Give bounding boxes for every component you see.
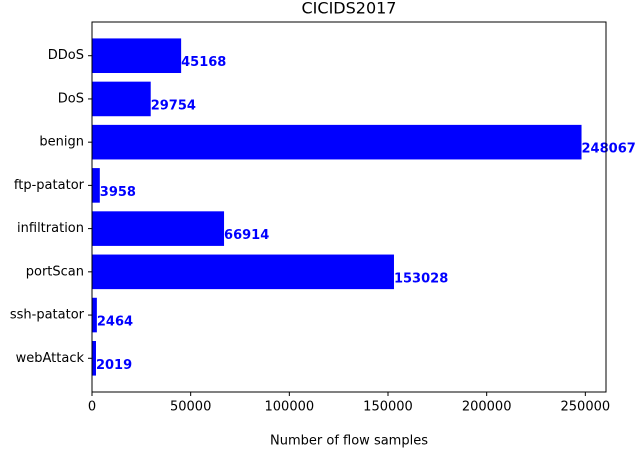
- y-tick-label: webAttack: [16, 351, 85, 366]
- plot-frame: [91, 21, 607, 393]
- bar: [92, 38, 182, 74]
- chart-title: CICIDS2017: [302, 0, 397, 18]
- x-tick-label: 200000: [462, 400, 512, 415]
- y-tick-label: benign: [39, 135, 84, 150]
- bar: [92, 81, 151, 117]
- x-tick-label: 150000: [363, 400, 413, 415]
- x-tick-label: 250000: [561, 400, 611, 415]
- bar: [92, 297, 97, 333]
- value-label: 66914: [224, 228, 269, 243]
- value-label: 248067: [582, 142, 636, 157]
- value-label: 29754: [151, 98, 196, 113]
- y-tick-label: infiltration: [17, 221, 84, 236]
- y-tick-label: ssh-patator: [10, 308, 85, 323]
- x-tick-label: 100000: [265, 400, 315, 415]
- y-tick-label: DDoS: [48, 48, 84, 63]
- bar: [92, 254, 394, 290]
- value-label: 2464: [97, 315, 133, 330]
- y-tick-label: ftp-patator: [14, 178, 85, 193]
- value-label: 45168: [181, 55, 226, 70]
- value-label: 3958: [100, 185, 136, 200]
- y-tick-label: DoS: [58, 91, 84, 106]
- bar: [92, 168, 100, 203]
- bar: [92, 211, 225, 246]
- value-label: 153028: [394, 271, 448, 286]
- value-label: 2019: [96, 358, 132, 373]
- x-tick-label: 0: [88, 400, 96, 415]
- bar: [92, 124, 582, 160]
- y-tick-label: portScan: [26, 264, 84, 279]
- x-tick-label: 50000: [170, 400, 211, 415]
- x-axis-label: Number of flow samples: [270, 434, 428, 449]
- bar: [92, 340, 96, 376]
